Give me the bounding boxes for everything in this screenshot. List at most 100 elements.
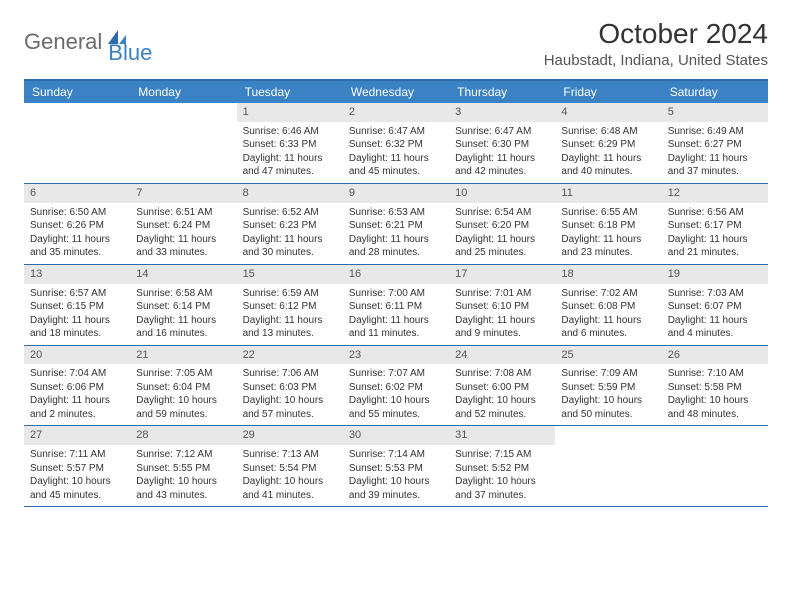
sunrise-line: Sunrise: 7:08 AM bbox=[455, 367, 549, 381]
day-details: Sunrise: 6:53 AMSunset: 6:21 PMDaylight:… bbox=[343, 203, 449, 264]
day-number: 11 bbox=[555, 184, 661, 203]
sunrise-line: Sunrise: 6:59 AM bbox=[243, 287, 337, 301]
sunrise-line: Sunrise: 7:13 AM bbox=[243, 448, 337, 462]
weekday-friday: Friday bbox=[555, 81, 661, 103]
day-details: Sunrise: 7:10 AMSunset: 5:58 PMDaylight:… bbox=[662, 364, 768, 425]
day-number: 3 bbox=[449, 103, 555, 122]
daylight-line: Daylight: 10 hours and 45 minutes. bbox=[30, 475, 124, 502]
day-cell-29: 29Sunrise: 7:13 AMSunset: 5:54 PMDayligh… bbox=[237, 426, 343, 506]
day-details: Sunrise: 7:06 AMSunset: 6:03 PMDaylight:… bbox=[237, 364, 343, 425]
day-details: Sunrise: 7:15 AMSunset: 5:52 PMDaylight:… bbox=[449, 445, 555, 506]
day-cell-24: 24Sunrise: 7:08 AMSunset: 6:00 PMDayligh… bbox=[449, 346, 555, 426]
day-cell-5: 5Sunrise: 6:49 AMSunset: 6:27 PMDaylight… bbox=[662, 103, 768, 183]
daylight-line: Daylight: 11 hours and 28 minutes. bbox=[349, 233, 443, 260]
sunrise-line: Sunrise: 7:09 AM bbox=[561, 367, 655, 381]
day-cell-13: 13Sunrise: 6:57 AMSunset: 6:15 PMDayligh… bbox=[24, 265, 130, 345]
sunset-line: Sunset: 6:15 PM bbox=[30, 300, 124, 314]
sunset-line: Sunset: 6:23 PM bbox=[243, 219, 337, 233]
day-details: Sunrise: 7:07 AMSunset: 6:02 PMDaylight:… bbox=[343, 364, 449, 425]
day-cell-11: 11Sunrise: 6:55 AMSunset: 6:18 PMDayligh… bbox=[555, 184, 661, 264]
week-row: 1Sunrise: 6:46 AMSunset: 6:33 PMDaylight… bbox=[24, 103, 768, 184]
day-number: 22 bbox=[237, 346, 343, 365]
sunrise-line: Sunrise: 6:58 AM bbox=[136, 287, 230, 301]
daylight-line: Daylight: 11 hours and 42 minutes. bbox=[455, 152, 549, 179]
sunrise-line: Sunrise: 7:12 AM bbox=[136, 448, 230, 462]
day-cell-3: 3Sunrise: 6:47 AMSunset: 6:30 PMDaylight… bbox=[449, 103, 555, 183]
daylight-line: Daylight: 10 hours and 43 minutes. bbox=[136, 475, 230, 502]
day-details: Sunrise: 6:58 AMSunset: 6:14 PMDaylight:… bbox=[130, 284, 236, 345]
day-cell-8: 8Sunrise: 6:52 AMSunset: 6:23 PMDaylight… bbox=[237, 184, 343, 264]
sunset-line: Sunset: 6:03 PM bbox=[243, 381, 337, 395]
day-cell-16: 16Sunrise: 7:00 AMSunset: 6:11 PMDayligh… bbox=[343, 265, 449, 345]
day-cell-22: 22Sunrise: 7:06 AMSunset: 6:03 PMDayligh… bbox=[237, 346, 343, 426]
day-cell-15: 15Sunrise: 6:59 AMSunset: 6:12 PMDayligh… bbox=[237, 265, 343, 345]
day-cell-28: 28Sunrise: 7:12 AMSunset: 5:55 PMDayligh… bbox=[130, 426, 236, 506]
daylight-line: Daylight: 11 hours and 47 minutes. bbox=[243, 152, 337, 179]
sunset-line: Sunset: 6:30 PM bbox=[455, 138, 549, 152]
sunset-line: Sunset: 6:04 PM bbox=[136, 381, 230, 395]
logo-text-general: General bbox=[24, 29, 102, 55]
day-cell-18: 18Sunrise: 7:02 AMSunset: 6:08 PMDayligh… bbox=[555, 265, 661, 345]
day-cell-10: 10Sunrise: 6:54 AMSunset: 6:20 PMDayligh… bbox=[449, 184, 555, 264]
daylight-line: Daylight: 10 hours and 41 minutes. bbox=[243, 475, 337, 502]
day-cell-23: 23Sunrise: 7:07 AMSunset: 6:02 PMDayligh… bbox=[343, 346, 449, 426]
sunset-line: Sunset: 5:58 PM bbox=[668, 381, 762, 395]
day-details: Sunrise: 7:12 AMSunset: 5:55 PMDaylight:… bbox=[130, 445, 236, 506]
daylight-line: Daylight: 11 hours and 33 minutes. bbox=[136, 233, 230, 260]
sunset-line: Sunset: 6:14 PM bbox=[136, 300, 230, 314]
day-number: 19 bbox=[662, 265, 768, 284]
day-number: 14 bbox=[130, 265, 236, 284]
sunset-line: Sunset: 6:24 PM bbox=[136, 219, 230, 233]
day-details: Sunrise: 6:57 AMSunset: 6:15 PMDaylight:… bbox=[24, 284, 130, 345]
day-details: Sunrise: 7:05 AMSunset: 6:04 PMDaylight:… bbox=[130, 364, 236, 425]
day-number: 21 bbox=[130, 346, 236, 365]
daylight-line: Daylight: 10 hours and 55 minutes. bbox=[349, 394, 443, 421]
sunset-line: Sunset: 6:21 PM bbox=[349, 219, 443, 233]
day-details: Sunrise: 6:55 AMSunset: 6:18 PMDaylight:… bbox=[555, 203, 661, 264]
daylight-line: Daylight: 11 hours and 6 minutes. bbox=[561, 314, 655, 341]
sunset-line: Sunset: 6:20 PM bbox=[455, 219, 549, 233]
day-details: Sunrise: 7:00 AMSunset: 6:11 PMDaylight:… bbox=[343, 284, 449, 345]
day-cell-31: 31Sunrise: 7:15 AMSunset: 5:52 PMDayligh… bbox=[449, 426, 555, 506]
week-row: 27Sunrise: 7:11 AMSunset: 5:57 PMDayligh… bbox=[24, 426, 768, 507]
month-title: October 2024 bbox=[544, 18, 768, 50]
sunrise-line: Sunrise: 7:14 AM bbox=[349, 448, 443, 462]
daylight-line: Daylight: 11 hours and 18 minutes. bbox=[30, 314, 124, 341]
day-details: Sunrise: 7:13 AMSunset: 5:54 PMDaylight:… bbox=[237, 445, 343, 506]
week-row: 20Sunrise: 7:04 AMSunset: 6:06 PMDayligh… bbox=[24, 346, 768, 427]
daylight-line: Daylight: 11 hours and 45 minutes. bbox=[349, 152, 443, 179]
daylight-line: Daylight: 10 hours and 48 minutes. bbox=[668, 394, 762, 421]
day-details: Sunrise: 6:54 AMSunset: 6:20 PMDaylight:… bbox=[449, 203, 555, 264]
sunrise-line: Sunrise: 7:02 AM bbox=[561, 287, 655, 301]
day-cell-empty bbox=[662, 426, 768, 506]
day-cell-12: 12Sunrise: 6:56 AMSunset: 6:17 PMDayligh… bbox=[662, 184, 768, 264]
day-details: Sunrise: 6:51 AMSunset: 6:24 PMDaylight:… bbox=[130, 203, 236, 264]
daylight-line: Daylight: 11 hours and 16 minutes. bbox=[136, 314, 230, 341]
day-details: Sunrise: 6:50 AMSunset: 6:26 PMDaylight:… bbox=[24, 203, 130, 264]
day-number: 8 bbox=[237, 184, 343, 203]
day-cell-20: 20Sunrise: 7:04 AMSunset: 6:06 PMDayligh… bbox=[24, 346, 130, 426]
day-cell-empty bbox=[24, 103, 130, 183]
day-number: 24 bbox=[449, 346, 555, 365]
week-row: 6Sunrise: 6:50 AMSunset: 6:26 PMDaylight… bbox=[24, 184, 768, 265]
weekday-header: SundayMondayTuesdayWednesdayThursdayFrid… bbox=[24, 81, 768, 103]
day-number: 29 bbox=[237, 426, 343, 445]
sunset-line: Sunset: 6:11 PM bbox=[349, 300, 443, 314]
sunrise-line: Sunrise: 7:07 AM bbox=[349, 367, 443, 381]
day-cell-27: 27Sunrise: 7:11 AMSunset: 5:57 PMDayligh… bbox=[24, 426, 130, 506]
sunrise-line: Sunrise: 6:55 AM bbox=[561, 206, 655, 220]
day-number: 26 bbox=[662, 346, 768, 365]
day-number: 23 bbox=[343, 346, 449, 365]
sunrise-line: Sunrise: 7:04 AM bbox=[30, 367, 124, 381]
sunrise-line: Sunrise: 7:10 AM bbox=[668, 367, 762, 381]
day-details: Sunrise: 6:48 AMSunset: 6:29 PMDaylight:… bbox=[555, 122, 661, 183]
day-details: Sunrise: 6:56 AMSunset: 6:17 PMDaylight:… bbox=[662, 203, 768, 264]
day-details: Sunrise: 6:47 AMSunset: 6:30 PMDaylight:… bbox=[449, 122, 555, 183]
weekday-wednesday: Wednesday bbox=[343, 81, 449, 103]
sunset-line: Sunset: 6:02 PM bbox=[349, 381, 443, 395]
day-cell-6: 6Sunrise: 6:50 AMSunset: 6:26 PMDaylight… bbox=[24, 184, 130, 264]
weekday-saturday: Saturday bbox=[662, 81, 768, 103]
sunset-line: Sunset: 5:55 PM bbox=[136, 462, 230, 476]
day-cell-17: 17Sunrise: 7:01 AMSunset: 6:10 PMDayligh… bbox=[449, 265, 555, 345]
sunrise-line: Sunrise: 7:06 AM bbox=[243, 367, 337, 381]
